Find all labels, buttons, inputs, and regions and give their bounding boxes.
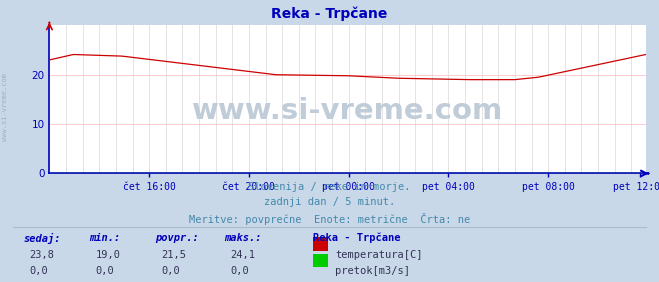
Text: Reka - Trpčane: Reka - Trpčane	[313, 233, 401, 243]
Text: Slovenija / reke in morje.: Slovenija / reke in morje.	[248, 182, 411, 192]
Text: 19,0: 19,0	[96, 250, 121, 259]
Text: temperatura[C]: temperatura[C]	[335, 250, 423, 259]
Text: Meritve: povprečne  Enote: metrične  Črta: ne: Meritve: povprečne Enote: metrične Črta:…	[189, 213, 470, 225]
Text: www.si-vreme.com: www.si-vreme.com	[192, 97, 503, 125]
Text: 24,1: 24,1	[231, 250, 256, 259]
Text: www.si-vreme.com: www.si-vreme.com	[2, 73, 9, 141]
Text: zadnji dan / 5 minut.: zadnji dan / 5 minut.	[264, 197, 395, 207]
Text: pretok[m3/s]: pretok[m3/s]	[335, 266, 411, 276]
Text: 21,5: 21,5	[161, 250, 186, 259]
Text: 0,0: 0,0	[96, 266, 114, 276]
Text: maks.:: maks.:	[224, 233, 262, 243]
Text: min.:: min.:	[89, 233, 120, 243]
Text: 0,0: 0,0	[30, 266, 48, 276]
Text: Reka - Trpčane: Reka - Trpčane	[272, 6, 387, 21]
Text: 0,0: 0,0	[231, 266, 249, 276]
Text: sedaj:: sedaj:	[23, 233, 61, 244]
Text: povpr.:: povpr.:	[155, 233, 198, 243]
Text: 23,8: 23,8	[30, 250, 55, 259]
Text: 0,0: 0,0	[161, 266, 180, 276]
